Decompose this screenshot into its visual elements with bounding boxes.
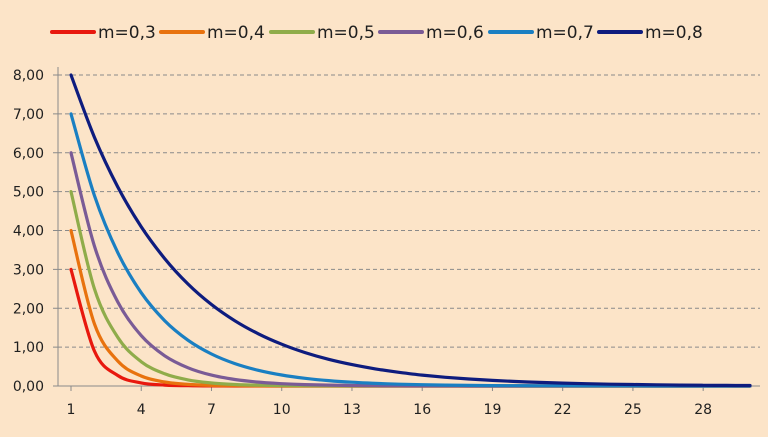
x-tick-label: 16 xyxy=(413,402,431,418)
y-tick-label: 4,00 xyxy=(13,224,44,240)
x-tick-label: 7 xyxy=(207,402,216,418)
y-tick-label: 1,00 xyxy=(13,340,44,356)
legend-label: m=0,8 xyxy=(645,23,703,43)
x-tick-label: 13 xyxy=(343,402,361,418)
y-tick-label: 7,00 xyxy=(13,107,44,123)
x-tick-label: 19 xyxy=(484,402,502,418)
x-tick-label: 10 xyxy=(273,402,291,418)
legend-label: m=0,7 xyxy=(536,23,594,43)
x-tick-label: 22 xyxy=(554,402,572,418)
y-axis-ticks: 0,00 1,00 2,00 3,00 4,00 5,00 6,00 7,00 8,00 xyxy=(13,68,58,395)
y-tick-label: 6,00 xyxy=(13,146,44,162)
grid xyxy=(58,74,760,348)
x-axis-ticks: 1 4 7 10 13 16 19 22 25 28 xyxy=(67,386,712,418)
y-tick-label: 3,00 xyxy=(13,262,44,278)
legend-label: m=0,6 xyxy=(426,23,484,43)
legend-label: m=0,3 xyxy=(98,23,156,43)
x-tick-label: 28 xyxy=(694,402,712,418)
y-tick-label: 2,00 xyxy=(13,301,44,317)
series-lines xyxy=(69,73,752,388)
y-tick-label: 0,00 xyxy=(13,379,44,395)
y-tick-label: 8,00 xyxy=(13,68,44,84)
legend: m=0,3 m=0,4 m=0,5 m=0,6 m=0,7 m=0,8 xyxy=(50,23,703,43)
y-tick-label: 5,00 xyxy=(13,185,44,201)
series-line-6 xyxy=(69,73,752,388)
x-tick-label: 1 xyxy=(67,402,76,418)
legend-label: m=0,5 xyxy=(317,23,375,43)
legend-label: m=0,4 xyxy=(207,23,265,43)
x-tick-label: 25 xyxy=(624,402,642,418)
x-tick-label: 4 xyxy=(137,402,146,418)
